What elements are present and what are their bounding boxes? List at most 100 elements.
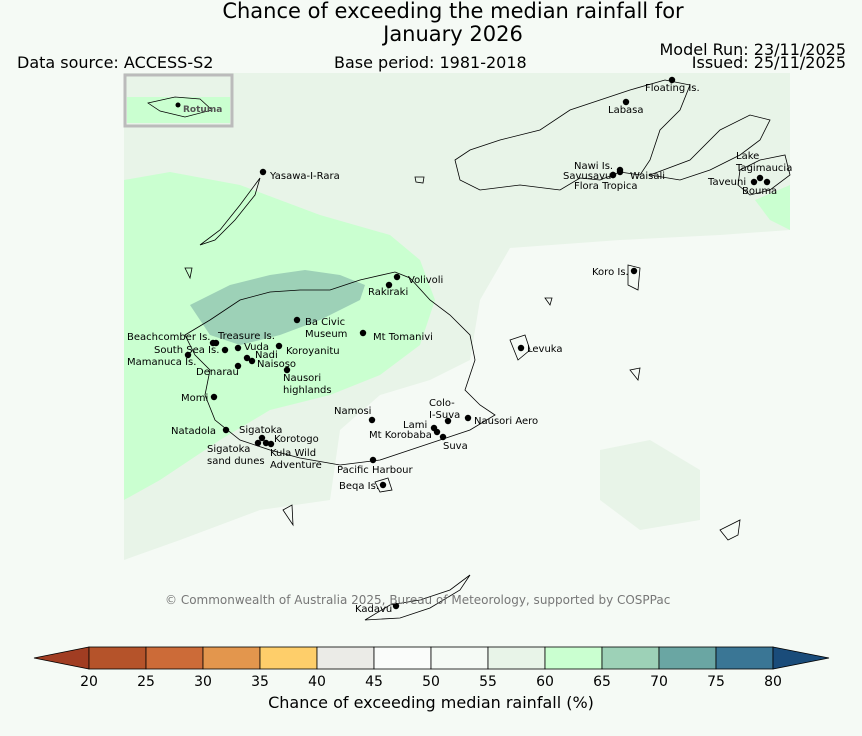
place-label: Waisali — [630, 171, 665, 182]
region-50-55 — [124, 230, 790, 625]
coastlines — [184, 79, 791, 621]
place-marker — [433, 428, 441, 436]
place-label: Nausori Aero — [474, 416, 538, 427]
place-marker — [763, 178, 771, 186]
colorbar-segment — [544, 646, 603, 670]
colorbar-tick-label: 20 — [80, 674, 98, 690]
map-title: Chance of exceeding the median rainfall … — [0, 0, 862, 46]
place-label: Taveuni — [707, 177, 746, 188]
place-label: Colo- — [429, 398, 455, 409]
place-marker — [464, 414, 472, 422]
base-period: Base period: 1981-2018 — [334, 53, 527, 72]
colorbar-label: Chance of exceeding median rainfall (%) — [268, 693, 594, 712]
colorbar-tick-label: 30 — [194, 674, 212, 690]
place-label: Ba Civic — [305, 317, 345, 328]
place-marker — [243, 354, 251, 362]
model-run: Model Run: 23/11/2025 — [659, 40, 847, 59]
vanua-levu-east-coast — [648, 114, 771, 181]
colorbar-segment — [430, 646, 489, 670]
place-label: Lami — [403, 420, 427, 431]
place-label: Levuka — [527, 344, 563, 355]
place-marker — [392, 602, 400, 610]
place-marker — [750, 178, 758, 186]
place-label: Flora Tropica — [574, 181, 637, 192]
place-label: Bouma — [742, 186, 777, 197]
place-label: Rakiraki — [368, 287, 408, 298]
place-marker — [368, 416, 376, 424]
region-55-60-east — [600, 440, 700, 530]
colorbar-tick-label: 40 — [308, 674, 326, 690]
issued-date: Issued: 25/11/2025 — [691, 53, 846, 72]
place-label: Naisoso — [257, 359, 296, 370]
place-label: Momi — [181, 393, 208, 404]
colorbar-segment — [373, 646, 432, 670]
place-marker — [517, 344, 525, 352]
inset-label: Rotuma — [183, 105, 222, 115]
place-label: Nausori — [283, 373, 321, 384]
place-marker — [283, 366, 291, 374]
small-island-2 — [544, 297, 553, 306]
place-label: Mamanuca Is. — [127, 357, 196, 368]
rotuma-coast — [147, 96, 213, 118]
place-label: Yasawa-I-Rara — [269, 171, 340, 182]
place-marker — [234, 362, 242, 370]
colorbar-segment — [715, 646, 774, 670]
place-label: Koro Is. — [592, 267, 629, 278]
colorbar-tick-label: 70 — [650, 674, 668, 690]
place-marker — [393, 273, 401, 281]
place-marker — [254, 439, 262, 447]
place-label: Koroyanitu — [286, 346, 340, 357]
place-label: Denarau — [196, 367, 239, 378]
place-label: Sigatoka — [239, 425, 282, 436]
colorbar-segment — [259, 646, 318, 670]
place-label: Lake — [736, 151, 759, 162]
vanua-levu-coast — [454, 79, 691, 191]
place-label: Pacific Harbour — [337, 465, 414, 476]
place-marker — [293, 316, 301, 324]
place-marker — [259, 168, 267, 176]
koro-island — [627, 264, 641, 291]
place-label: Vuda — [244, 342, 269, 353]
small-island-3 — [629, 367, 641, 381]
place-label: Kula Wild — [270, 448, 316, 459]
place-label: Labasa — [608, 105, 644, 116]
place-label: Adventure — [270, 460, 322, 471]
place-marker — [262, 439, 270, 447]
place-marker — [267, 440, 275, 448]
colorbar-tick-label: 25 — [137, 674, 155, 690]
beqa-island — [374, 477, 393, 493]
place-label: Treasure Is. — [217, 331, 275, 342]
colorbar-segment — [487, 646, 546, 670]
small-island-4 — [184, 267, 193, 280]
region-65-70 — [190, 270, 365, 345]
colorbar-tick-label: 80 — [764, 674, 782, 690]
data-source: Data source: ACCESS-S2 — [17, 53, 214, 72]
place-label: Volivoli — [408, 275, 443, 286]
copyright-notice: © Commonwealth of Australia 2025, Bureau… — [165, 593, 670, 607]
place-label: Beqa Is. — [339, 481, 379, 492]
kadavu-coast — [364, 574, 471, 621]
colorbar-extend-low — [33, 646, 90, 670]
colorbar-segment — [316, 646, 375, 670]
colorbar-tick-label: 35 — [251, 674, 269, 690]
viti-levu-coast — [184, 271, 496, 466]
place-label: Sigatoka — [207, 444, 250, 455]
vatulele-island — [282, 504, 294, 527]
place-label: sand dunes — [207, 456, 265, 467]
colorbar-tick-label: 45 — [365, 674, 383, 690]
place-marker — [379, 481, 387, 489]
colorbar-tick-label: 50 — [422, 674, 440, 690]
colorbar-extend-high — [772, 646, 830, 670]
place-marker — [622, 98, 630, 106]
yasawa-islands — [199, 177, 261, 246]
place-marker — [258, 434, 266, 442]
colorbar-tick-label: 65 — [593, 674, 611, 690]
place-marker — [221, 346, 229, 354]
place-label: Nawi Is. — [574, 161, 613, 172]
place-marker — [444, 417, 452, 425]
title-line-1: Chance of exceeding the median rainfall … — [222, 0, 684, 23]
place-marker — [210, 393, 218, 401]
colorbar-tick-label: 55 — [479, 674, 497, 690]
place-label: Korotogo — [274, 434, 319, 445]
